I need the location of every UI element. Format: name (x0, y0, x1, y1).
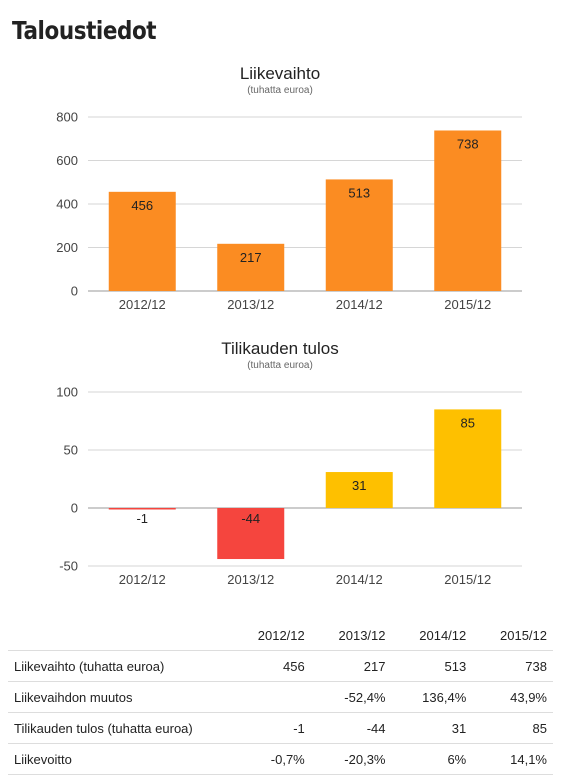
profit-chart: Tilikauden tulos (tuhatta euroa) -50 0 50 100… (56, 339, 522, 587)
bar (217, 508, 285, 560)
table-cell: -44 (310, 712, 392, 744)
table-row: Tilikauden tulos (tuhatta euroa) -1 -44 … (8, 712, 553, 744)
x-tick-label: 2015/12 (444, 297, 491, 312)
page-title: Taloustiedot (12, 16, 157, 45)
table-cell: -0,7% (230, 743, 311, 775)
table-cell: 6% (391, 743, 473, 775)
table-cell: 217 (310, 650, 392, 682)
row-label: Liikevaihdon muutos (8, 681, 230, 713)
data-label: 513 (348, 185, 370, 200)
table-header: 2015/12 (500, 627, 547, 643)
table-row: Liikevoitto -0,7% -20,3% 6% 14,1% (8, 743, 553, 775)
bar (325, 179, 393, 291)
data-label: -1 (136, 511, 148, 526)
data-label: 456 (131, 198, 153, 213)
bar (434, 130, 502, 291)
y-tick-label: 50 (64, 443, 78, 458)
table-cell: 31 (391, 712, 473, 744)
table-row: Liikevaihdon muutos -52,4% 136,4% 43,9% (8, 681, 553, 713)
table-header-row: 2012/12 2013/12 2014/12 2015/12 (8, 620, 553, 651)
bar (434, 409, 502, 508)
y-tick-label: 100 (56, 385, 78, 400)
x-tick-label: 2013/12 (227, 572, 274, 587)
y-tick-label: 0 (71, 284, 78, 299)
row-label: Tilikauden tulos (tuhatta euroa) (8, 712, 230, 744)
y-tick-label: 200 (56, 240, 78, 255)
row-label: Liikevoitto (8, 743, 230, 775)
x-tick-label: 2012/12 (119, 297, 166, 312)
revenue-chart: Liikevaihto (tuhatta euroa) 0 200 400 600 800 4… (56, 64, 522, 312)
x-tick-label: 2014/12 (336, 572, 383, 587)
table-row: Liikevaihto (tuhatta euroa) 456 217 513 … (8, 650, 553, 682)
x-tick-label: 2015/12 (444, 572, 491, 587)
table-cell: 738 (472, 650, 553, 682)
table-cell: -52,4% (310, 681, 392, 713)
table-header: 2012/12 (257, 627, 305, 643)
financial-table: 2012/12 2013/12 2014/12 2015/12 Liikevai… (8, 620, 553, 775)
y-tick-label: 800 (56, 110, 78, 125)
table-cell: 43,9% (472, 681, 553, 713)
chart-title: Tilikauden tulos (221, 339, 339, 358)
x-tick-label: 2012/12 (119, 572, 166, 587)
bar (108, 508, 176, 510)
bar (217, 243, 285, 291)
table-cell: 85 (472, 712, 553, 744)
table-header (8, 620, 230, 651)
table-header: 2013/12 (338, 627, 386, 643)
y-tick-label: -50 (59, 559, 78, 574)
table-cell: 456 (230, 650, 311, 682)
table-header: 2014/12 (419, 627, 467, 643)
data-label: 217 (240, 250, 262, 265)
x-tick-label: 2014/12 (336, 297, 383, 312)
bar (325, 472, 393, 508)
data-label: 738 (457, 136, 479, 151)
data-label: 31 (352, 478, 366, 493)
chart-title: Liikevaihto (240, 64, 320, 83)
table-cell: 136,4% (391, 681, 473, 713)
table-cell: -1 (230, 712, 311, 744)
data-label: -44 (241, 511, 260, 526)
chart-subtitle: (tuhatta euroa) (247, 360, 313, 371)
chart-subtitle: (tuhatta euroa) (247, 85, 313, 96)
y-tick-label: 600 (56, 153, 78, 168)
y-tick-label: 400 (56, 197, 78, 212)
row-label: Liikevaihto (tuhatta euroa) (8, 650, 230, 682)
bar (108, 191, 176, 291)
table-cell (230, 681, 311, 713)
table-cell: 14,1% (472, 743, 553, 775)
y-tick-label: 0 (71, 501, 78, 516)
table-cell: 513 (391, 650, 473, 682)
x-tick-label: 2013/12 (227, 297, 274, 312)
data-label: 85 (461, 415, 475, 430)
table-cell: -20,3% (310, 743, 392, 775)
